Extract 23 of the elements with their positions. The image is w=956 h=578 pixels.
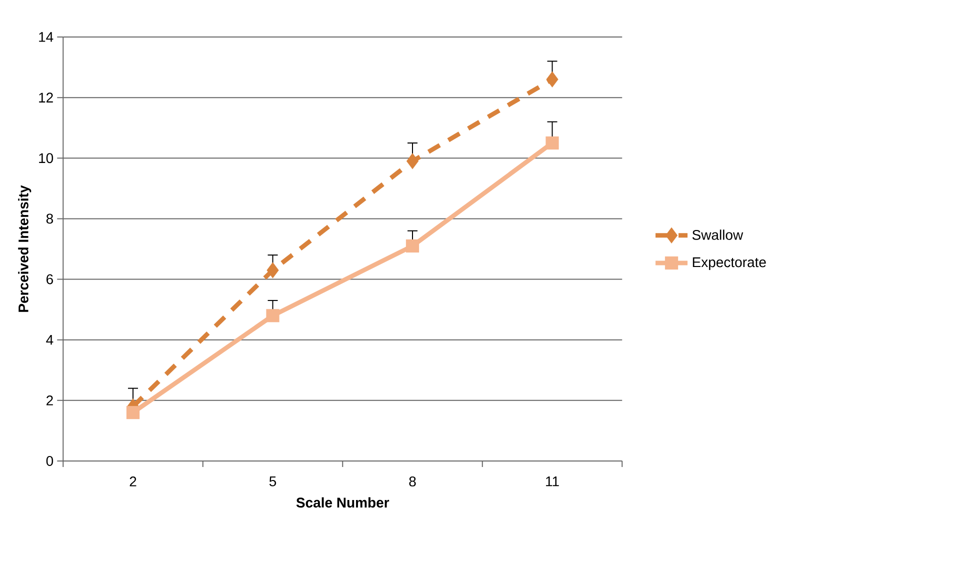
point (126, 406, 140, 420)
y-tick-label: 6 (46, 274, 53, 284)
x-tick-label: 8 (409, 476, 416, 486)
x-tick-label: 2 (130, 476, 136, 486)
legend-label: Swallow (692, 230, 744, 240)
point (546, 136, 559, 150)
y-tick-label: 12 (39, 92, 53, 102)
y-tick-label: 2 (46, 396, 53, 406)
x-tick-label: 11 (546, 476, 559, 486)
point (406, 239, 420, 253)
x-axis-title: Scale Number (296, 497, 390, 508)
point (406, 153, 419, 170)
x-tick-label: 5 (269, 476, 276, 486)
point (546, 71, 558, 88)
y-tick-label: 10 (39, 153, 54, 164)
point (266, 262, 279, 278)
y-tick-label: 14 (39, 32, 54, 42)
y-tick-label: 0 (46, 456, 54, 466)
point (266, 309, 280, 322)
y-tick-label: 4 (46, 335, 54, 345)
legend-label: Expectorate (692, 257, 766, 270)
y-axis-title: Perceived Intensity (18, 185, 32, 312)
y-tick-label: 8 (46, 214, 53, 224)
